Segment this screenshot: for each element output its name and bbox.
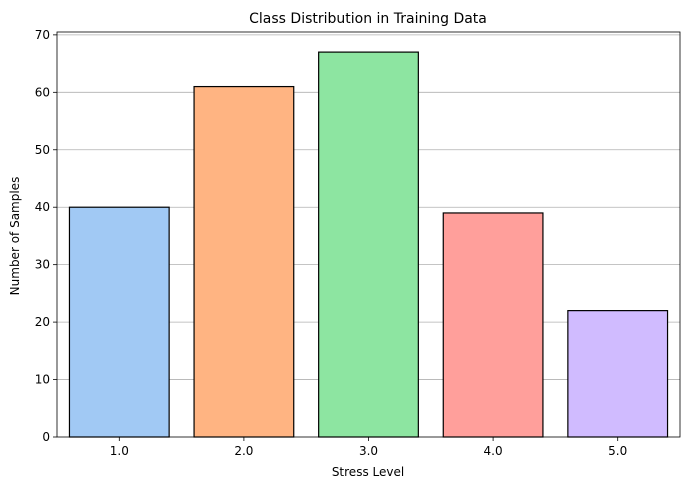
x-tick-label: 2.0: [234, 444, 253, 458]
chart-title: Class Distribution in Training Data: [249, 11, 487, 27]
y-tick-label: 70: [35, 28, 50, 42]
bar-2.0: [193, 85, 295, 438]
bar-1.0: [68, 206, 170, 438]
x-axis-label: Stress Level: [332, 465, 404, 479]
y-tick-label: 50: [35, 143, 50, 157]
x-tick-label: 4.0: [484, 444, 503, 458]
y-tick-label: 0: [42, 430, 50, 444]
x-tick-label: 1.0: [110, 444, 129, 458]
bar-4.0: [442, 212, 544, 438]
y-tick-label: 30: [35, 258, 50, 272]
axes-frame: [56, 31, 681, 438]
x-tick-label: 3.0: [359, 444, 378, 458]
x-tick-label: 5.0: [608, 444, 627, 458]
y-tick-label: 10: [35, 373, 50, 387]
y-axis-label: Number of Samples: [8, 177, 22, 296]
y-tick-label: 20: [35, 315, 50, 329]
plot-area: 0 10 20 30 40 50 60 70 1.0 2.0 3.0 4.0 5.0: [35, 28, 681, 458]
bar-3.0: [318, 51, 419, 438]
y-tick-label: 40: [35, 200, 50, 214]
y-tick-label: 60: [35, 85, 50, 99]
bar-5.0: [567, 310, 669, 438]
